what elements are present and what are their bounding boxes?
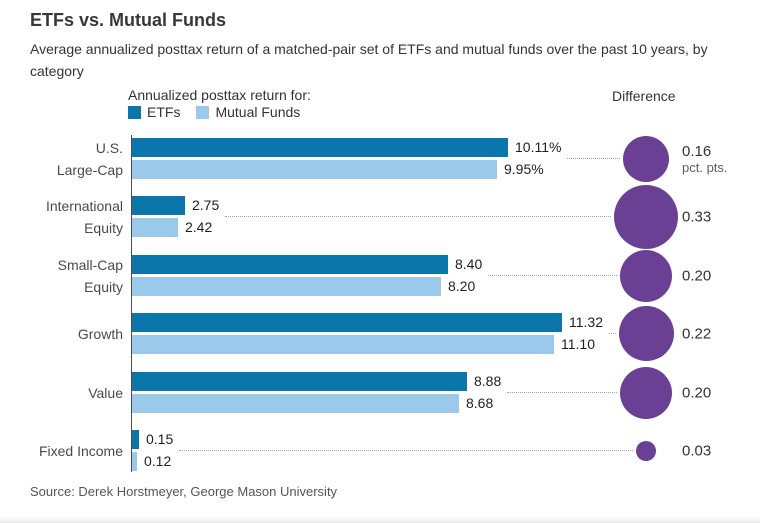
mutual-fund-value-label: 9.95% <box>504 161 544 177</box>
etf-value-label: 0.15 <box>146 431 174 447</box>
legend-item-etfs: ETFs <box>128 104 180 120</box>
leader-line <box>567 157 620 159</box>
bar-etfs <box>132 255 448 274</box>
difference-value: 0.20 <box>682 267 711 284</box>
bar-mutual-funds <box>132 218 178 237</box>
bar-mutual-funds <box>132 160 497 179</box>
mutual-funds-swatch-icon <box>196 105 210 119</box>
category-label: International Equity <box>0 195 123 239</box>
difference-value-number: 0.03 <box>682 442 712 459</box>
bar-etfs <box>132 138 508 157</box>
difference-column-header: Difference <box>612 88 676 104</box>
etf-value-label: 10.11% <box>515 139 562 155</box>
category-label: Value <box>0 382 123 404</box>
difference-value: 0.20 <box>682 384 711 401</box>
etf-value-label: 8.40 <box>455 256 483 272</box>
category-label-line: U.S. <box>95 139 123 156</box>
difference-value-number: 0.33 <box>682 208 712 225</box>
etf-value-label: 2.75 <box>192 197 220 213</box>
difference-value: 0.03 <box>682 442 711 459</box>
difference-value-number: 0.20 <box>682 384 712 401</box>
category-label-line: Fixed Income <box>38 442 123 459</box>
difference-circle <box>636 440 656 461</box>
bar-etfs <box>132 372 467 391</box>
leader-line <box>488 274 617 276</box>
category-label: Growth <box>0 323 123 345</box>
bar-mutual-funds <box>132 452 137 471</box>
mutual-fund-value-label: 11.10 <box>561 336 595 352</box>
difference-value: 0.16 pct. pts. <box>682 143 728 175</box>
category-label: Small-Cap Equity <box>0 254 123 298</box>
legend-label-mutual-funds: Mutual Funds <box>215 104 301 120</box>
difference-unit-label: pct. pts. <box>682 159 728 175</box>
difference-circle <box>620 249 672 302</box>
bar-etfs <box>132 430 139 449</box>
category-label-line: International <box>45 197 123 214</box>
difference-value-number: 0.20 <box>682 267 712 284</box>
etf-value-label: 11.32 <box>569 314 603 330</box>
etfs-swatch-icon <box>128 105 141 119</box>
legend: ETFs Mutual Funds <box>128 104 300 120</box>
legend-caption: Annualized posttax return for: <box>128 87 311 103</box>
mutual-fund-value-label: 0.12 <box>144 453 172 469</box>
category-label-line: Equity <box>84 278 123 295</box>
category-label: U.S. Large-Cap <box>0 137 123 181</box>
mutual-fund-value-label: 8.68 <box>466 395 494 411</box>
chart-title: ETFs vs. Mutual Funds <box>30 10 227 30</box>
category-label-line: Small-Cap <box>57 256 123 273</box>
difference-value-number: 0.22 <box>682 325 712 342</box>
difference-value: 0.22 <box>682 325 711 342</box>
difference-circle <box>614 184 678 249</box>
category-label-line: Equity <box>84 219 123 236</box>
mutual-fund-value-label: 8.20 <box>448 278 476 294</box>
category-label-line: Large-Cap <box>56 161 123 178</box>
difference-value-number: 0.16 <box>682 142 712 160</box>
legend-label-etfs: ETFs <box>147 104 181 120</box>
bar-etfs <box>132 313 562 332</box>
bar-mutual-funds <box>132 277 441 296</box>
difference-circle <box>618 306 674 361</box>
leader-line <box>179 449 633 451</box>
etf-value-label: 8.88 <box>474 373 502 389</box>
bar-mutual-funds <box>132 335 554 354</box>
category-label-line: Value <box>88 384 123 401</box>
legend-item-mutual-funds: Mutual Funds <box>196 104 300 120</box>
axis-baseline <box>131 135 132 472</box>
bottom-edge-shade <box>0 517 760 523</box>
leader-line <box>225 215 611 217</box>
source-note: Source: Derek Horstmeyer, George Mason U… <box>30 484 338 499</box>
mutual-fund-value-label: 2.42 <box>185 219 213 235</box>
bar-etfs <box>132 196 185 215</box>
difference-value: 0.33 <box>682 208 711 225</box>
leader-line <box>609 332 616 334</box>
leader-line <box>507 391 617 393</box>
chart-subtitle: Average annualized posttax return of a m… <box>30 41 708 79</box>
difference-circle <box>623 135 669 182</box>
category-label-line: Growth <box>77 325 123 342</box>
bar-mutual-funds <box>132 394 459 413</box>
difference-circle <box>620 366 672 419</box>
category-label: Fixed Income <box>0 440 123 462</box>
